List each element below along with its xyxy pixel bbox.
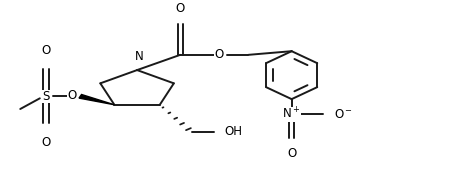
Text: O: O [175, 2, 184, 15]
Text: O: O [41, 136, 51, 149]
Text: O: O [41, 43, 51, 56]
Text: N$^+$: N$^+$ [282, 107, 300, 122]
Text: O$^-$: O$^-$ [333, 108, 352, 121]
Text: O: O [286, 147, 296, 160]
Text: N: N [135, 50, 143, 63]
Polygon shape [79, 95, 114, 105]
Text: OH: OH [224, 125, 242, 138]
Text: S: S [42, 90, 50, 103]
Text: O: O [214, 48, 223, 61]
Text: O: O [67, 89, 76, 102]
